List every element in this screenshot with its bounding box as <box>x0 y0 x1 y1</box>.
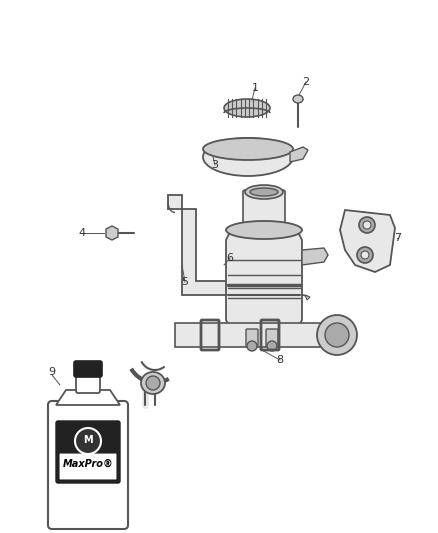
Polygon shape <box>106 226 118 240</box>
Circle shape <box>325 323 349 347</box>
Polygon shape <box>226 230 302 330</box>
Polygon shape <box>290 147 308 162</box>
FancyBboxPatch shape <box>74 361 102 377</box>
Polygon shape <box>302 248 328 265</box>
Polygon shape <box>175 323 330 347</box>
Text: 4: 4 <box>78 228 85 238</box>
Ellipse shape <box>203 138 293 176</box>
Text: M: M <box>83 435 93 445</box>
Text: 3: 3 <box>212 160 219 170</box>
Text: 5: 5 <box>181 277 188 287</box>
Ellipse shape <box>250 188 278 196</box>
Text: 6: 6 <box>226 253 233 263</box>
Ellipse shape <box>226 221 302 239</box>
FancyBboxPatch shape <box>59 453 117 480</box>
Ellipse shape <box>141 372 165 394</box>
Circle shape <box>357 247 373 263</box>
FancyBboxPatch shape <box>56 421 120 483</box>
Polygon shape <box>168 195 272 295</box>
Ellipse shape <box>293 95 303 103</box>
Text: 2: 2 <box>302 77 310 87</box>
FancyBboxPatch shape <box>246 329 258 347</box>
Circle shape <box>361 251 369 259</box>
Ellipse shape <box>146 376 160 390</box>
FancyBboxPatch shape <box>76 369 100 393</box>
Text: 7: 7 <box>395 233 402 243</box>
Ellipse shape <box>245 185 283 199</box>
FancyBboxPatch shape <box>266 329 278 347</box>
Text: 1: 1 <box>251 83 258 93</box>
Circle shape <box>247 341 257 351</box>
Circle shape <box>317 315 357 355</box>
Text: 9: 9 <box>49 367 56 377</box>
Circle shape <box>359 217 375 233</box>
Polygon shape <box>56 390 120 405</box>
Circle shape <box>267 341 277 351</box>
Polygon shape <box>305 295 310 300</box>
Ellipse shape <box>224 99 270 117</box>
Polygon shape <box>340 210 395 272</box>
FancyBboxPatch shape <box>48 401 128 529</box>
Circle shape <box>75 428 101 454</box>
Circle shape <box>363 221 371 229</box>
Text: MaxPro®: MaxPro® <box>63 459 113 469</box>
Text: 8: 8 <box>276 355 283 365</box>
FancyBboxPatch shape <box>243 190 285 236</box>
Ellipse shape <box>203 138 293 160</box>
